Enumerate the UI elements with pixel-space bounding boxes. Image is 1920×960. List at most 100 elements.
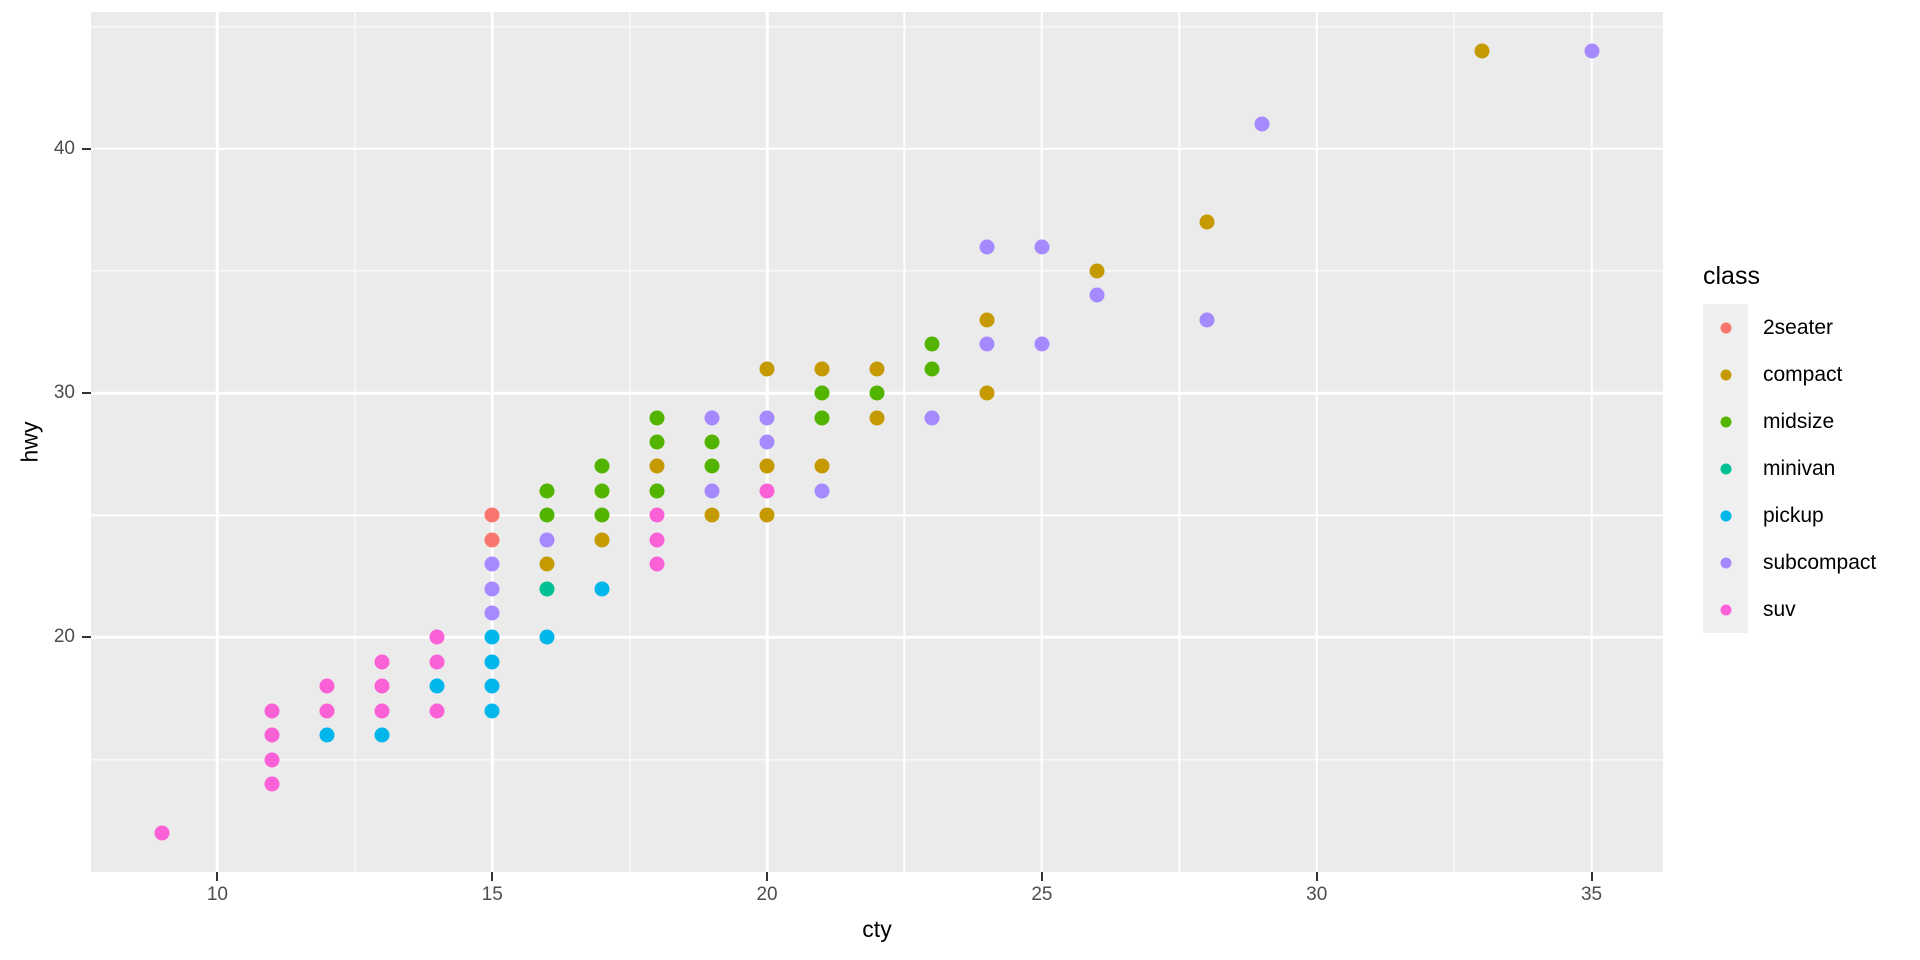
gridline-x-minor [903,12,906,872]
data-point [1034,239,1050,255]
x-tick-mark [1315,872,1318,881]
data-point [594,532,610,548]
legend: class 2seater compact midsize minivan pickup… [1703,262,1876,633]
data-point [979,239,995,255]
data-point [759,483,775,499]
legend-key-box [1703,351,1748,398]
y-tick-mark [82,392,91,395]
x-tick-label: 35 [1580,884,1603,905]
legend-key-box [1703,586,1748,633]
data-point [979,385,995,401]
x-tick-mark [1040,872,1043,881]
data-point [484,654,500,670]
legend-label: compact [1763,362,1843,386]
data-point [1089,263,1105,279]
data-point [759,434,775,450]
data-point [539,483,555,499]
legend-label: minivan [1763,456,1836,480]
data-point [979,336,995,352]
plot-panel [91,12,1663,872]
legend-keys: 2seater compact midsize minivan pickup subcom… [1703,304,1876,633]
legend-label: pickup [1763,503,1824,527]
data-point [484,556,500,572]
data-point [319,727,335,743]
data-point [319,703,335,719]
data-point [374,703,390,719]
legend-entry-suv: suv [1703,586,1876,633]
data-point [649,556,665,572]
data-point [539,556,555,572]
legend-dot-pickup [1720,510,1731,521]
data-point [924,361,940,377]
x-tick-mark [766,872,769,881]
data-point [154,825,170,841]
data-point [649,532,665,548]
data-point [484,507,500,523]
gridline-y-minor [91,514,1663,516]
data-point [869,361,885,377]
legend-title: class [1703,262,1760,290]
data-point [704,507,720,523]
data-point [1584,43,1600,59]
data-point [264,703,280,719]
x-tick-mark [491,872,494,881]
data-point [264,752,280,768]
data-point [484,703,500,719]
data-point [704,434,720,450]
data-point [649,507,665,523]
data-point [814,410,830,426]
x-tick-mark [1590,872,1593,881]
data-point [869,385,885,401]
legend-key-box [1703,445,1748,492]
gridline-x-minor [354,12,356,872]
legend-key-box [1703,304,1748,351]
y-tick-mark [82,147,91,150]
data-point [484,605,500,621]
legend-label: 2seater [1763,315,1834,339]
gridline-y-major [91,147,1663,151]
legend-entry-compact: compact [1703,351,1876,398]
data-point [374,678,390,694]
data-point [649,434,665,450]
data-point [539,581,555,597]
y-tick-label: 40 [53,137,75,159]
data-point [924,410,940,426]
y-tick-label: 20 [53,626,75,648]
y-axis-title: hwy [16,421,43,463]
data-point [814,361,830,377]
data-point [649,458,665,474]
data-point [759,507,775,523]
data-point [814,458,830,474]
data-point [924,336,940,352]
legend-entry-subcompact: subcompact [1703,539,1876,586]
data-point [264,727,280,743]
data-point [319,678,335,694]
legend-entry-midsize: midsize [1703,398,1876,445]
gridline-y-minor [91,26,1663,28]
x-tick-label: 10 [206,884,228,905]
gridline-x-major [490,12,494,872]
data-point [814,483,830,499]
data-point [759,410,775,426]
data-point [374,727,390,743]
x-axis-title: cty [862,916,892,942]
data-point [594,483,610,499]
x-tick-label: 30 [1306,884,1328,905]
data-point [429,678,445,694]
data-point [539,532,555,548]
data-point [1254,116,1270,132]
legend-key-box [1703,398,1748,445]
data-point [1199,214,1215,230]
data-point [649,483,665,499]
data-point [704,410,720,426]
data-point [429,654,445,670]
data-point [539,629,555,645]
gridline-x-minor [1178,12,1180,872]
data-point [1034,336,1050,352]
y-tick-label: 30 [53,382,75,404]
legend-label: midsize [1763,409,1835,433]
gridline-x-major [1040,12,1044,872]
gridline-x-major [1590,12,1593,872]
data-point [814,385,830,401]
